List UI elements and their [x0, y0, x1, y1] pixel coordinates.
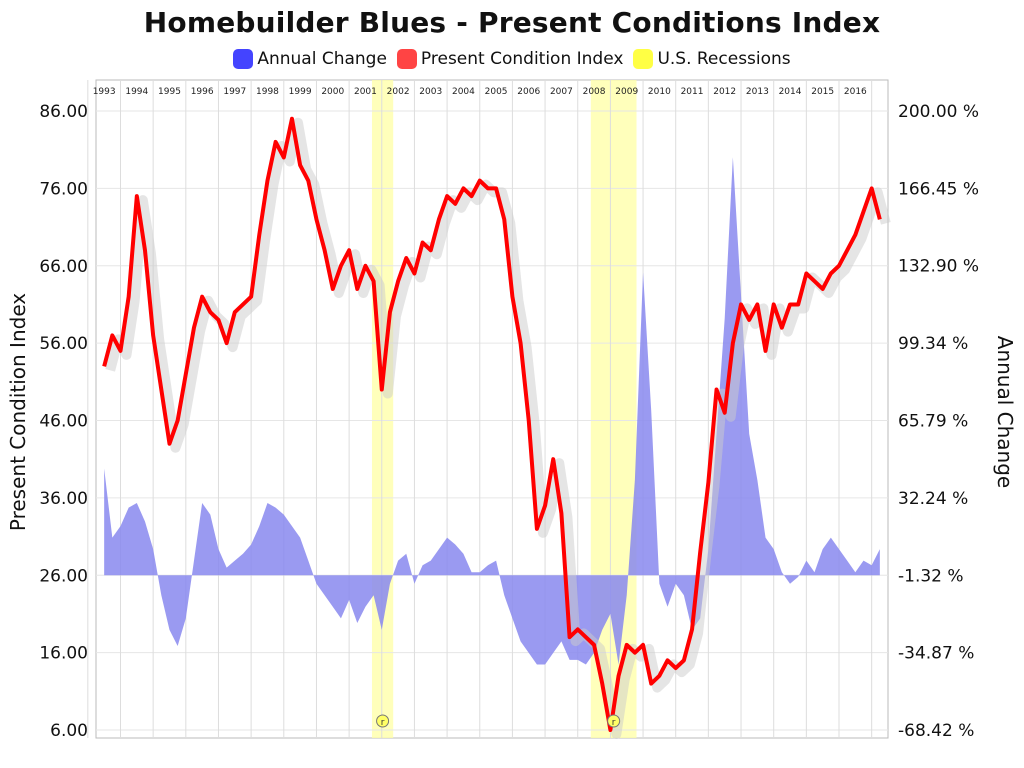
legend-label-annual-change: Annual Change: [257, 49, 387, 69]
x-tick-label: 2013: [746, 87, 769, 97]
y-left-tick-label: 76.00: [39, 179, 88, 199]
y-axis-right-title: Annual Change: [993, 335, 1017, 489]
y-left-tick-label: 46.00: [39, 412, 88, 432]
x-tick-label: 1994: [125, 87, 148, 97]
y-right-tick-label: 166.45 %: [898, 179, 979, 199]
y-right-tick-label: 99.34 %: [898, 334, 968, 354]
recession-marker-label: r: [612, 718, 616, 728]
y-left-tick-label: 36.00: [39, 489, 88, 509]
plot-area: [95, 79, 889, 739]
x-tick-label: 1993: [93, 87, 116, 97]
x-tick-label: 2005: [485, 87, 508, 97]
annual-change-area: [104, 157, 880, 665]
present-condition-line: [102, 116, 882, 732]
x-tick-label: 2009: [615, 87, 638, 97]
y-left-tick-label: 56.00: [39, 334, 88, 354]
legend-swatch-us-recessions: [633, 49, 654, 69]
x-tick-label: 1995: [158, 87, 181, 97]
y-right-tick-label: 200.00 %: [898, 102, 979, 122]
x-tick-label: 2003: [419, 87, 442, 97]
x-tick-label: 1998: [256, 87, 279, 97]
y-right-tick-label: 32.24 %: [898, 489, 968, 509]
y-left-tick-label: 6.00: [50, 721, 88, 741]
x-tick-label: 1997: [223, 87, 246, 97]
legend-item-annual-change[interactable]: Annual Change: [233, 49, 387, 69]
y-left-tick-label: 16.00: [39, 644, 88, 664]
chart-title: Homebuilder Blues - Present Conditions I…: [143, 6, 881, 39]
legend-swatch-present-condition-index: [396, 49, 417, 69]
y-right-tick-label: -1.32 %: [898, 566, 964, 586]
recession-marker: [607, 714, 621, 728]
legend-item-present-condition-index[interactable]: Present Condition Index: [396, 49, 624, 69]
x-tick-label: 2015: [811, 87, 834, 97]
x-tick-label: 2012: [713, 87, 736, 97]
x-tick-label: 2001: [354, 87, 377, 97]
x-tick-label: 2016: [844, 87, 867, 97]
x-tick-label: 2010: [648, 87, 671, 97]
y-right-tick-label: -34.87 %: [898, 644, 974, 664]
x-tick-label: 1999: [289, 87, 312, 97]
x-tick-label: 2000: [321, 87, 344, 97]
legend-item-us-recessions[interactable]: U.S. Recessions: [633, 49, 791, 69]
y-axis-left-title: Present Condition Index: [6, 292, 30, 532]
y-left-tick-label: 86.00: [39, 102, 88, 122]
x-tick-label: 2014: [779, 87, 802, 97]
legend-label-us-recessions: U.S. Recessions: [657, 49, 791, 69]
x-tick-label: 2008: [583, 87, 606, 97]
x-tick-label: 2007: [550, 87, 573, 97]
x-tick-label: 2011: [681, 87, 704, 97]
recession-marker: [376, 714, 390, 728]
legend-swatch-annual-change: [233, 49, 254, 69]
x-tick-label: 2006: [517, 87, 540, 97]
x-tick-label: 2002: [387, 87, 410, 97]
y-left-tick-label: 26.00: [39, 566, 88, 586]
recession-band: [371, 80, 394, 738]
legend-label-present-condition-index: Present Condition Index: [420, 49, 624, 69]
x-tick-label: 1996: [191, 87, 214, 97]
recession-marker-label: r: [381, 718, 385, 728]
y-left-tick-label: 66.00: [39, 257, 88, 277]
y-right-tick-label: -68.42 %: [898, 721, 974, 741]
x-tick-label: 2004: [452, 87, 475, 97]
legend: Annual Change Present Condition Index U.…: [0, 49, 1024, 69]
y-right-tick-label: 65.79 %: [898, 412, 968, 432]
y-right-tick-label: 132.90 %: [898, 257, 979, 277]
